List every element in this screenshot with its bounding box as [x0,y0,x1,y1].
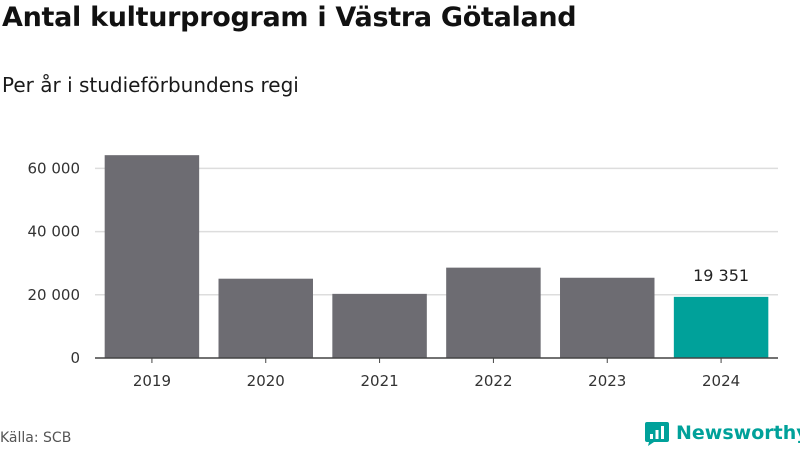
x-tick-label: 2022 [474,372,512,390]
source-note: Källa: SCB [0,430,72,446]
bar [104,155,200,358]
brand-logo: Newsworthy [644,420,800,446]
y-tick-label: 40 000 [28,223,81,241]
y-tick-label: 60 000 [28,159,81,177]
y-tick-label: 0 [70,349,80,367]
chart-subtitle: Per år i studieförbundens regi [2,73,299,97]
bar [560,277,655,358]
bar [332,293,427,358]
chart-title: Antal kulturprogram i Västra Götaland [2,2,577,33]
bar-chart: 0 20 000 40 000 60 000 2019 2020 2021 2022 2023 2… [28,155,778,390]
x-tick-label: 2020 [247,372,285,390]
data-label: 19 351 [693,266,749,285]
y-tick-label: 20 000 [28,286,81,304]
x-tick-label: 2019 [133,372,171,390]
x-tick-label: 2021 [360,372,398,390]
brand-name: Newsworthy [676,422,800,444]
newsworthy-logo-icon [645,422,669,446]
x-tick-label: 2024 [702,372,740,390]
x-tick-label: 2023 [588,372,626,390]
bar [446,267,541,358]
bar [218,278,313,358]
bar [673,296,769,358]
